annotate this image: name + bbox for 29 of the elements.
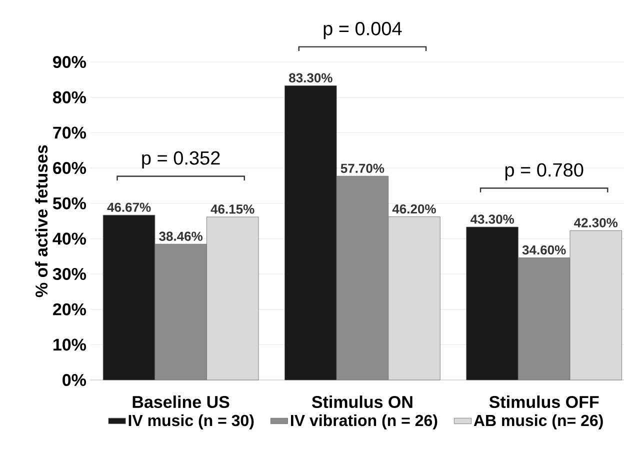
- text: p = 0.004: [324, 22, 402, 40]
- y-tick-label: 60%: [53, 162, 86, 174]
- x-tick-label: Stimulus ON: [312, 396, 412, 408]
- legend-label: AB music (n= 26): [474, 414, 603, 430]
- data-label: 43.30%: [470, 214, 514, 224]
- data-label: 42.30%: [574, 218, 618, 228]
- legend-label: IV vibration (n = 26): [291, 414, 438, 430]
- data-label: 46.67%: [107, 202, 151, 212]
- data-label: 57.70%: [340, 164, 384, 173]
- annotation: p = 0.780: [505, 163, 584, 180]
- data-label: 34.60%: [522, 245, 566, 255]
- data-label: 46.15%: [210, 204, 254, 214]
- y-tick-label: 10%: [54, 338, 86, 351]
- legend-label: IV music (n = 30): [128, 414, 254, 430]
- x-tick-label: Stimulus OFF: [489, 396, 599, 408]
- annotation: p = 0.352: [142, 151, 220, 168]
- y-axis-title: % of active fetuses: [35, 145, 48, 298]
- data-label: 46.20%: [392, 204, 436, 214]
- data-label: 83.30%: [289, 73, 332, 82]
- data-label: 38.46%: [159, 232, 203, 241]
- y-tick-label: 0%: [62, 374, 86, 386]
- y-tick-label: 80%: [52, 91, 86, 104]
- x-tick-label: Baseline US: [132, 396, 230, 408]
- y-tick-label: 40%: [52, 232, 86, 245]
- y-tick-label: 30%: [52, 268, 86, 280]
- y-tick-label: 70%: [53, 126, 86, 139]
- y-tick-label: 50%: [52, 197, 86, 210]
- y-tick-label: 90%: [53, 56, 86, 68]
- y-tick-label: 20%: [53, 303, 86, 316]
